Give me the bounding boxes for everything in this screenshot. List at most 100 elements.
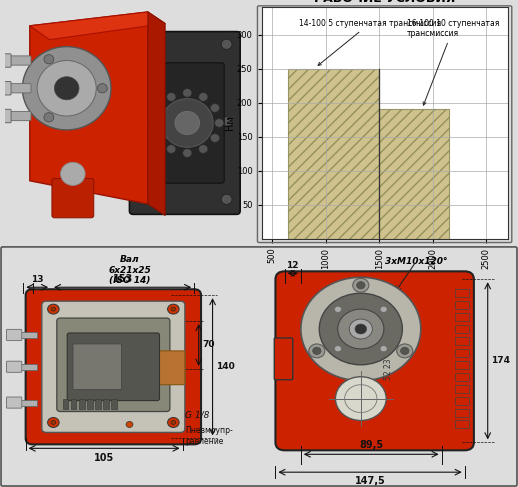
- Circle shape: [335, 306, 341, 312]
- Circle shape: [313, 347, 321, 355]
- Text: Пневмоупр-
равление: Пневмоупр- равление: [185, 427, 233, 446]
- Circle shape: [54, 76, 79, 100]
- FancyBboxPatch shape: [275, 338, 293, 380]
- FancyBboxPatch shape: [7, 397, 22, 408]
- FancyBboxPatch shape: [0, 112, 31, 121]
- Text: 13: 13: [31, 275, 44, 284]
- Circle shape: [380, 306, 387, 312]
- FancyBboxPatch shape: [73, 344, 121, 390]
- Bar: [455, 289, 469, 297]
- Circle shape: [97, 84, 107, 93]
- Circle shape: [167, 304, 179, 314]
- FancyBboxPatch shape: [276, 271, 474, 450]
- Polygon shape: [289, 69, 379, 239]
- FancyBboxPatch shape: [67, 333, 160, 401]
- Polygon shape: [30, 12, 148, 204]
- Text: 12: 12: [286, 262, 299, 270]
- Circle shape: [138, 39, 148, 49]
- Bar: [95, 398, 100, 409]
- Polygon shape: [148, 12, 165, 215]
- Text: 16-100 10 ступенчатая
трансмиссия: 16-100 10 ступенчатая трансмиссия: [407, 19, 499, 105]
- FancyBboxPatch shape: [130, 32, 240, 214]
- Circle shape: [162, 99, 213, 147]
- Bar: [70, 398, 77, 409]
- Circle shape: [22, 47, 111, 130]
- Circle shape: [397, 344, 413, 358]
- Circle shape: [355, 324, 367, 334]
- Text: 174: 174: [491, 356, 510, 365]
- Circle shape: [51, 307, 55, 311]
- Circle shape: [319, 293, 402, 365]
- Polygon shape: [30, 12, 165, 40]
- FancyBboxPatch shape: [57, 318, 170, 412]
- Circle shape: [335, 346, 341, 352]
- Bar: [9, 364, 37, 370]
- Circle shape: [171, 420, 176, 425]
- Circle shape: [48, 417, 59, 428]
- Circle shape: [167, 417, 179, 428]
- Bar: [455, 301, 469, 309]
- Circle shape: [138, 194, 148, 205]
- Circle shape: [199, 145, 208, 153]
- FancyBboxPatch shape: [150, 63, 224, 183]
- Bar: [87, 398, 93, 409]
- Circle shape: [44, 112, 54, 122]
- Text: G 1/8: G 1/8: [185, 410, 209, 419]
- FancyBboxPatch shape: [7, 329, 22, 340]
- Circle shape: [400, 347, 409, 355]
- Bar: [455, 420, 469, 429]
- Bar: [455, 396, 469, 405]
- Bar: [103, 398, 109, 409]
- Circle shape: [155, 134, 164, 142]
- Bar: [455, 361, 469, 369]
- Bar: [9, 400, 37, 406]
- Text: 153: 153: [112, 274, 133, 284]
- Circle shape: [138, 117, 148, 127]
- Text: 52 23: 52 23: [384, 358, 393, 379]
- Text: 147,5: 147,5: [355, 476, 385, 486]
- Bar: [455, 313, 469, 321]
- Bar: [455, 409, 469, 416]
- Circle shape: [155, 104, 164, 112]
- Text: 89,5: 89,5: [359, 440, 383, 450]
- Circle shape: [221, 194, 232, 205]
- FancyBboxPatch shape: [157, 351, 185, 385]
- Circle shape: [171, 307, 176, 311]
- Circle shape: [353, 278, 369, 292]
- Circle shape: [215, 119, 224, 127]
- Circle shape: [51, 420, 55, 425]
- X-axis label: об/мин: об/мин: [369, 270, 400, 279]
- Bar: [455, 325, 469, 333]
- Circle shape: [199, 93, 208, 101]
- Circle shape: [221, 39, 232, 49]
- Circle shape: [48, 304, 59, 314]
- Text: Вал
6x21x25
(ISO 14): Вал 6x21x25 (ISO 14): [108, 255, 151, 285]
- FancyBboxPatch shape: [26, 289, 201, 444]
- Circle shape: [175, 112, 199, 134]
- Circle shape: [301, 277, 421, 381]
- Circle shape: [309, 344, 325, 358]
- Circle shape: [338, 309, 384, 349]
- Circle shape: [349, 319, 372, 339]
- Bar: [455, 337, 469, 345]
- Text: 140: 140: [216, 362, 235, 371]
- Bar: [455, 373, 469, 381]
- Circle shape: [380, 346, 387, 352]
- Circle shape: [183, 89, 192, 97]
- Bar: [455, 349, 469, 357]
- Circle shape: [167, 145, 176, 153]
- Circle shape: [37, 60, 96, 116]
- FancyBboxPatch shape: [0, 84, 31, 93]
- Circle shape: [336, 377, 386, 420]
- Circle shape: [357, 281, 365, 289]
- Circle shape: [210, 104, 220, 112]
- Circle shape: [221, 117, 232, 127]
- Circle shape: [44, 55, 54, 64]
- Circle shape: [151, 119, 160, 127]
- Text: 70: 70: [202, 340, 214, 349]
- Bar: [455, 385, 469, 393]
- Bar: [79, 398, 84, 409]
- Title: РАБОЧИЕ УСЛОВИЯ: РАБОЧИЕ УСЛОВИЯ: [314, 0, 455, 5]
- FancyBboxPatch shape: [7, 361, 22, 373]
- FancyBboxPatch shape: [0, 54, 11, 67]
